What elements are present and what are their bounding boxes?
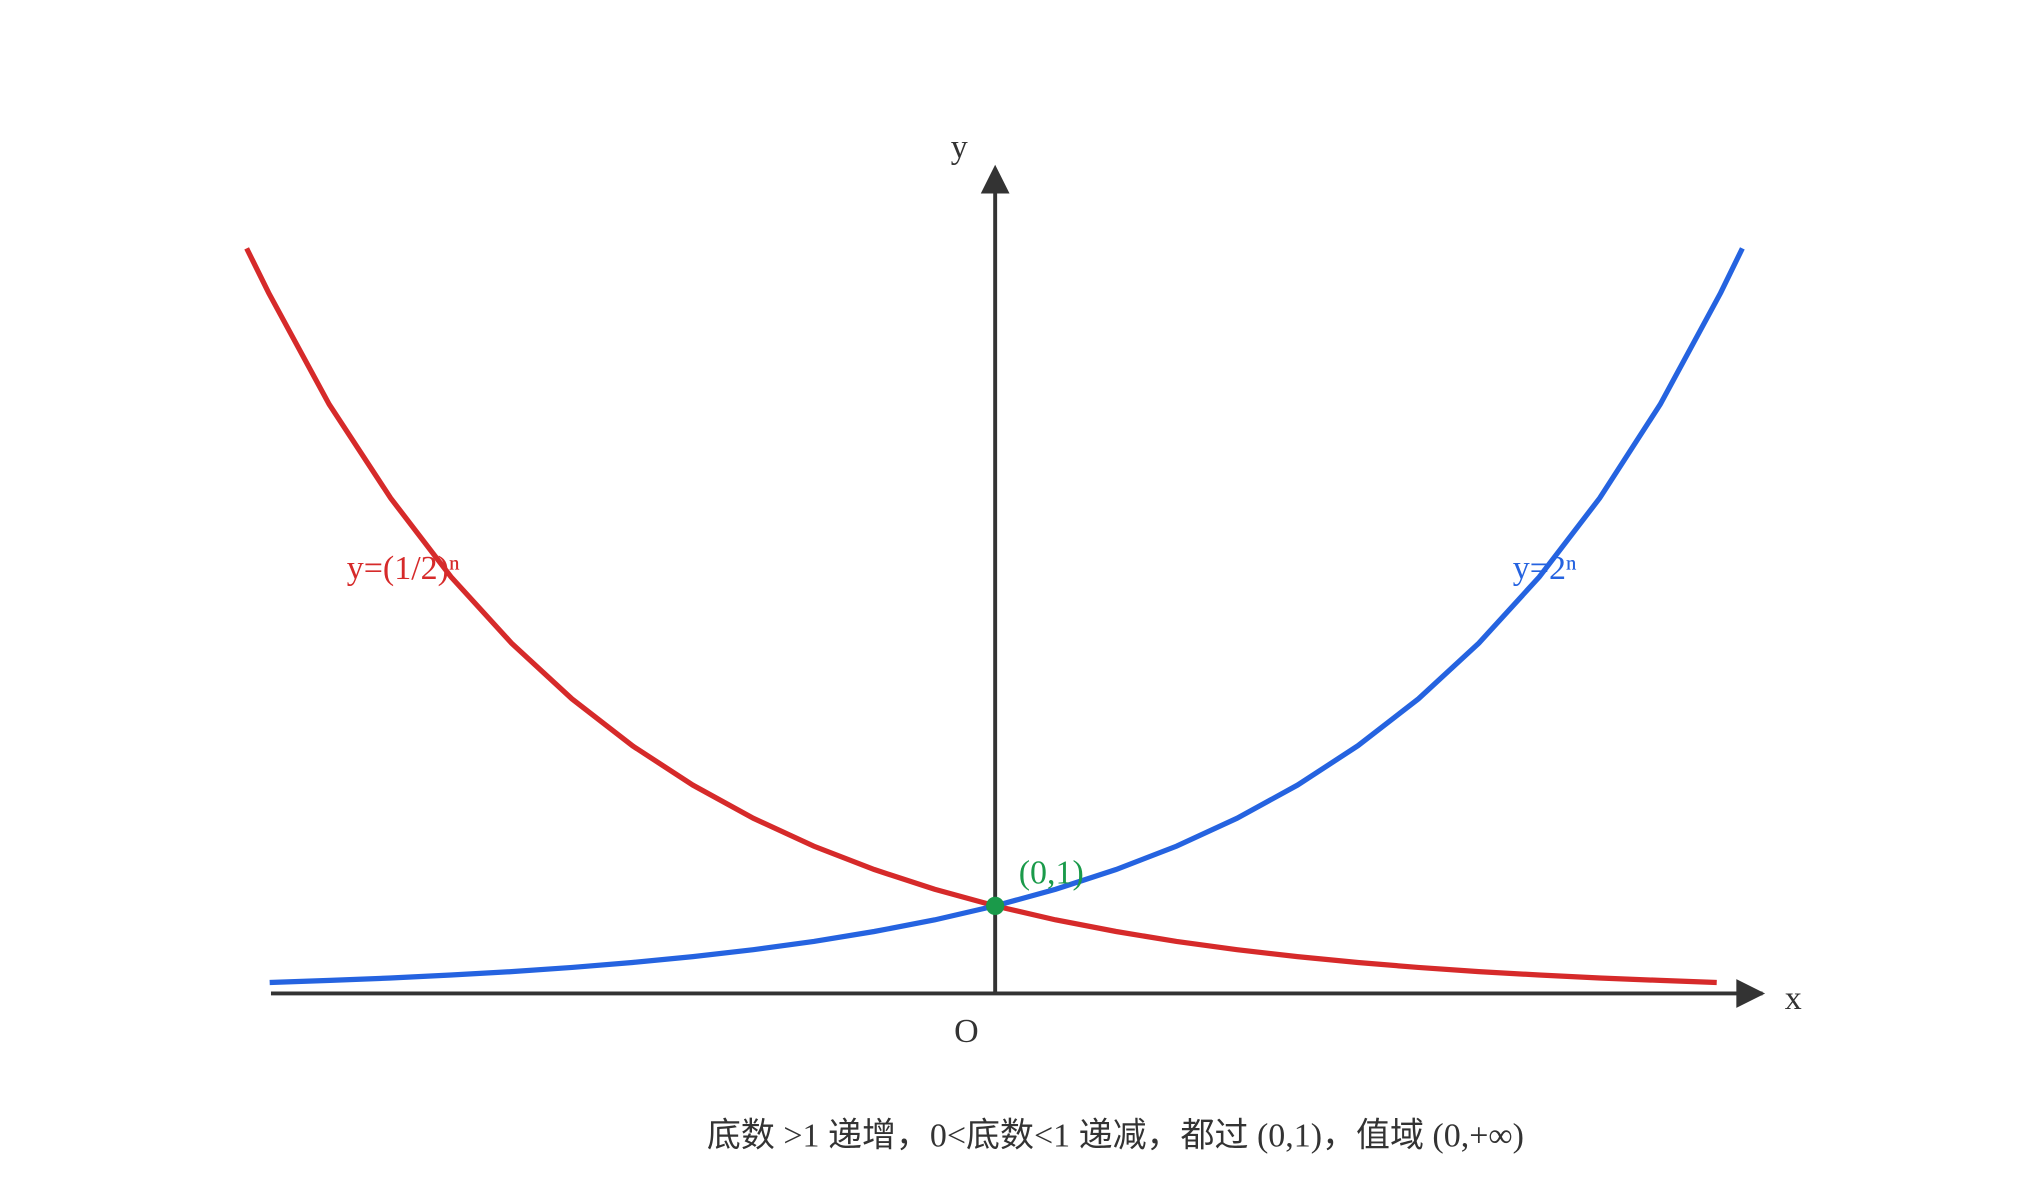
curve-label: y=2ⁿ	[1513, 550, 1577, 587]
x-arrow	[1736, 979, 1766, 1008]
intersection-point	[986, 896, 1005, 916]
origin-label: O	[954, 1013, 979, 1050]
x-axis-label: x	[1785, 980, 1802, 1017]
curve-half-power	[244, 247, 1717, 986]
point-label: (0,1)	[1019, 855, 1084, 892]
curve-label: y=(1/2)ⁿ	[347, 550, 460, 587]
curve-two-power	[269, 247, 1745, 986]
y-axis-label: y	[951, 129, 968, 166]
caption: 底数 >1 递增，0<底数<1 递减，都过 (0,1)，值域 (0,+∞)	[707, 1116, 1524, 1154]
y-arrow	[980, 164, 1010, 194]
